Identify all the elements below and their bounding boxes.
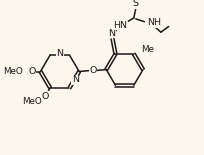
Text: N: N (108, 29, 115, 38)
Text: Me: Me (142, 45, 154, 54)
Text: N: N (72, 75, 79, 84)
Text: NH: NH (147, 18, 161, 27)
Text: O: O (42, 92, 49, 101)
Text: S: S (133, 0, 139, 8)
Text: HN: HN (113, 21, 127, 30)
Text: O: O (28, 67, 35, 76)
Text: N: N (56, 49, 63, 58)
Text: O: O (89, 66, 96, 75)
Text: MeO: MeO (3, 67, 23, 76)
Text: MeO: MeO (22, 97, 42, 106)
